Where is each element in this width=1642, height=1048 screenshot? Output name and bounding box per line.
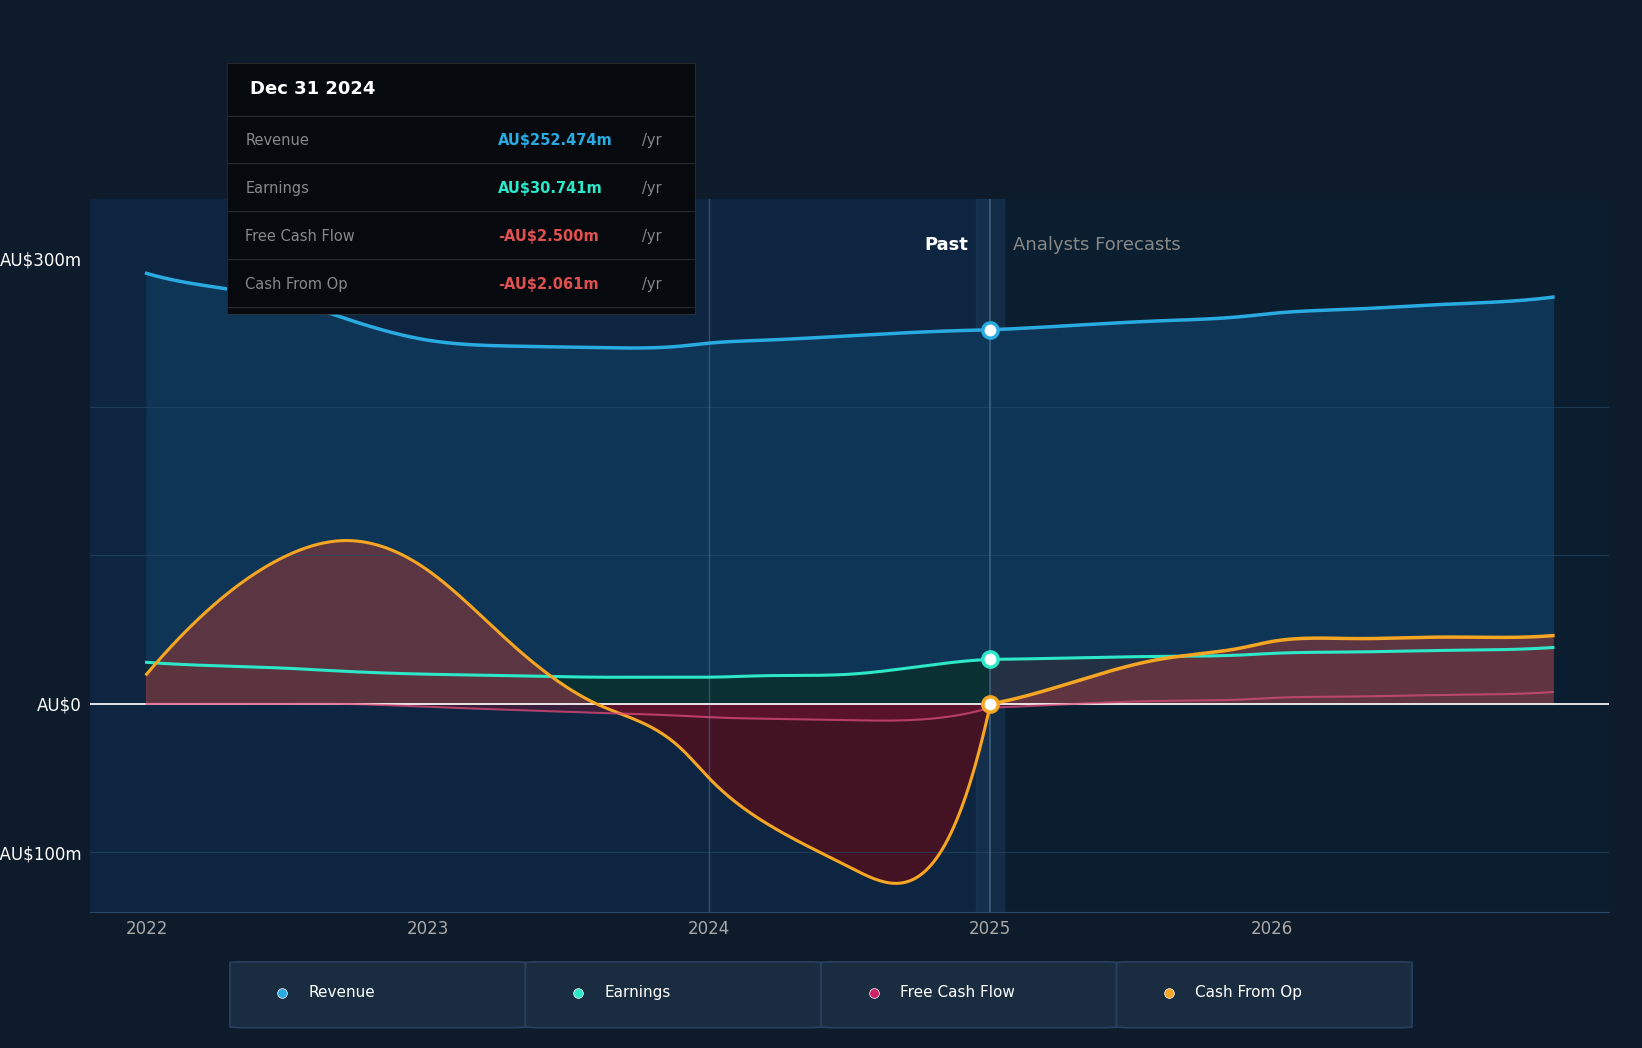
Text: Free Cash Flow: Free Cash Flow (245, 228, 355, 244)
Text: Revenue: Revenue (245, 133, 309, 149)
Text: -AU$2.061m: -AU$2.061m (498, 277, 599, 291)
Text: Earnings: Earnings (245, 181, 309, 196)
Text: /yr: /yr (642, 277, 662, 291)
Text: Free Cash Flow: Free Cash Flow (900, 985, 1015, 1001)
Text: Cash From Op: Cash From Op (245, 277, 348, 291)
FancyBboxPatch shape (1117, 962, 1412, 1028)
FancyBboxPatch shape (230, 962, 525, 1028)
Text: /yr: /yr (642, 133, 662, 149)
Bar (62, 199, 990, 912)
FancyBboxPatch shape (821, 962, 1117, 1028)
Bar (977, 199, 1005, 912)
Text: Analysts Forecasts: Analysts Forecasts (1013, 236, 1181, 255)
FancyBboxPatch shape (525, 962, 821, 1028)
Text: Cash From Op: Cash From Op (1195, 985, 1302, 1001)
Text: -AU$2.500m: -AU$2.500m (498, 228, 599, 244)
Text: Dec 31 2024: Dec 31 2024 (250, 81, 376, 99)
Bar (990, 199, 1637, 912)
Text: AU$252.474m: AU$252.474m (498, 133, 612, 149)
Text: Revenue: Revenue (309, 985, 376, 1001)
Text: AU$30.741m: AU$30.741m (498, 181, 603, 196)
Text: /yr: /yr (642, 181, 662, 196)
Text: Earnings: Earnings (604, 985, 670, 1001)
Text: Past: Past (924, 236, 967, 255)
Text: /yr: /yr (642, 228, 662, 244)
